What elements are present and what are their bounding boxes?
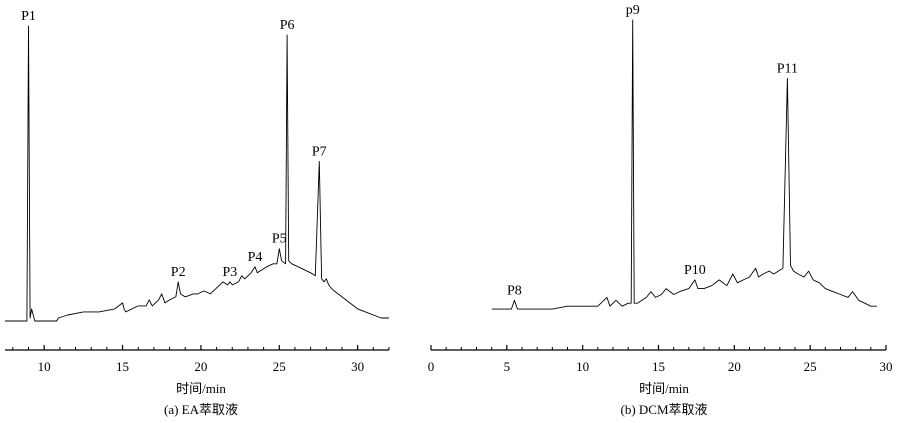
panel-b-x-tick-label: 30 [880,359,893,374]
panel-a-peak-label-p2: P2 [171,265,186,280]
panel-b-peak-label-p11: P11 [777,61,798,76]
panel-a-peak-label-p6: P6 [280,18,295,33]
panel-a-x-tick-label: 30 [351,359,364,374]
panel-a-x-axis: 10 15 20 25 30 [5,345,390,374]
panel-b-chromatogram-trace [491,19,877,310]
panel-a-ea-extract: 10 15 20 25 30 时间/min (a) EA萃取液 P1 P2 P3 P4 P5 P6… [5,9,390,417]
panel-a-x-tick-label: 15 [116,359,129,374]
panel-b-x-tick-label: 5 [504,359,511,374]
panel-a-peak-label-p7: P7 [312,144,327,159]
panel-b-x-axis: 0 5 10 15 20 25 30 [428,345,893,374]
panel-a-x-tick-label: 25 [273,359,286,374]
panel-b-x-tick-label: 20 [728,359,741,374]
panel-b-x-tick-label: 25 [804,359,817,374]
panel-b-x-tick-label: 0 [428,359,435,374]
panel-b-x-tick-label: 10 [576,359,589,374]
panel-b-dcm-extract: 0 5 10 15 20 25 30 时间/min (b) DCM萃取液 P8 p9 P10 P1… [428,3,893,417]
panel-a-peak-label-p4: P4 [248,250,263,265]
panel-a-chromatogram-trace [5,25,389,322]
panel-a-peak-label-p5: P5 [272,232,287,247]
panel-a-x-tick-label: 20 [194,359,207,374]
panel-b-peak-label-p8: P8 [507,283,522,298]
panel-a-caption: (a) EA萃取液 [164,402,238,417]
panel-b-peak-label-p10: P10 [684,263,706,278]
panel-b-caption: (b) DCM萃取液 [620,402,707,417]
panel-a-x-axis-title: 时间/min [176,381,226,396]
panel-b-x-tick-label: 15 [652,359,665,374]
panel-a-x-tick-label: 10 [38,359,51,374]
panel-a-peak-label-p3: P3 [223,265,238,280]
panel-a-peak-label-p1: P1 [21,9,36,24]
panel-b-x-axis-title: 时间/min [639,381,689,396]
panel-b-peak-label-p9: p9 [626,3,640,18]
